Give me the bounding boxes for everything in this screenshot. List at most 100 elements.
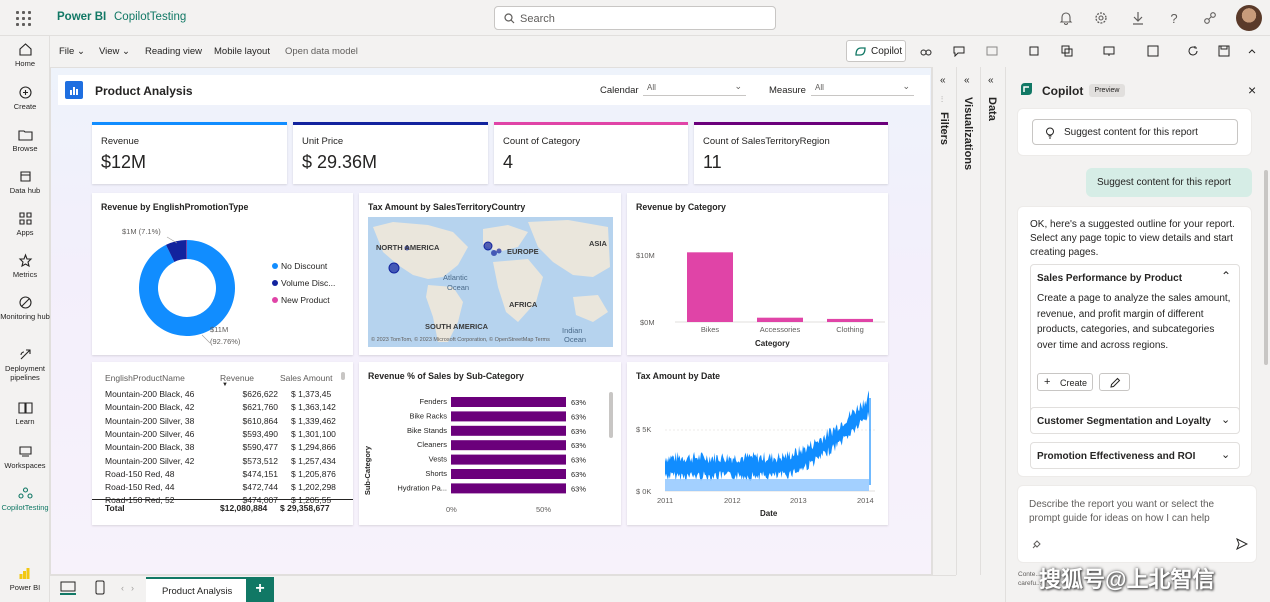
bar-clothing[interactable] <box>827 318 873 322</box>
collapse-chevron-icon[interactable]: « <box>940 75 946 86</box>
filters-pane[interactable]: « ⫶ Filters <box>932 67 956 575</box>
desktop-view-icon[interactable] <box>60 581 76 595</box>
y-tick-label[interactable]: Bike Racks <box>409 411 447 420</box>
outline-section-expanded[interactable]: Sales Performance by Product ⌃ Create a … <box>1030 264 1240 425</box>
subcategory-chart-card[interactable]: Revenue % of Sales by Sub-Category Sub-C… <box>359 362 621 525</box>
comment-icon[interactable] <box>953 45 965 57</box>
data-pane-title[interactable]: Data <box>986 97 998 121</box>
edit-page-button[interactable] <box>1099 373 1130 391</box>
bar-hydration-pa-[interactable] <box>451 483 566 494</box>
map-card[interactable]: Tax Amount by SalesTerritoryCountry NORT… <box>359 193 621 355</box>
x-tick-label[interactable]: Bikes <box>701 325 720 334</box>
table-row[interactable]: Mountain-200 Black, 38 $590,477 $ 1,294,86… <box>104 442 344 455</box>
collapse-chevron-icon[interactable]: « <box>988 75 994 86</box>
suggest-content-button[interactable]: Suggest content for this report <box>1032 119 1238 145</box>
prompt-guide-icon[interactable] <box>1031 539 1042 550</box>
leader-line[interactable] <box>201 334 211 344</box>
category-bar-chart[interactable]: Bikes Accessories Clothing <box>627 193 888 355</box>
outline-section-collapsed[interactable]: Customer Segmentation and Loyalty ⌄ <box>1030 407 1240 434</box>
sidebar-item-deployment-pipelines[interactable]: Deployment pipelines <box>0 347 50 382</box>
binoculars-icon[interactable] <box>920 45 932 57</box>
legend-item[interactable]: Volume Disc... <box>272 278 335 288</box>
sidebar-item-workspaces[interactable]: Workspaces <box>0 444 50 470</box>
y-tick-label[interactable]: Bike Stands <box>407 426 447 435</box>
tax-amount-area-chart[interactable] <box>627 362 888 525</box>
tab-prev-icon[interactable]: ‹ <box>121 583 124 593</box>
table-row[interactable]: Mountain-200 Black, 42 $621,760 $ 1,363,14… <box>104 402 344 415</box>
bar-fenders[interactable] <box>451 397 566 407</box>
category-chart-card[interactable]: Revenue by Category Bikes Accessories Clot… <box>627 193 888 355</box>
y-tick-label[interactable]: Hydration Pa... <box>397 483 447 492</box>
bar-vests[interactable] <box>451 454 566 465</box>
table-row[interactable]: Mountain-200 Silver, 46 $593,490 $ 1,301,1… <box>104 429 344 442</box>
avatar[interactable] <box>1236 5 1262 31</box>
bar-bike-stands[interactable] <box>451 425 566 436</box>
copilot-button[interactable]: Copilot <box>846 40 906 62</box>
chevron-down-icon[interactable]: ⌄ <box>1221 449 1231 461</box>
open-data-model-button[interactable]: Open data model <box>285 46 358 57</box>
tax-amount-series[interactable] <box>665 390 869 481</box>
bar-cleaners[interactable] <box>451 440 566 451</box>
sidebar-item-learn[interactable]: Learn <box>0 400 50 426</box>
data-label[interactable]: 63% <box>571 398 586 407</box>
date-chart-card[interactable]: Tax Amount by Date $ 5K $ 0K 2011 2012 2… <box>627 362 888 525</box>
bookmark-icon[interactable] <box>1061 45 1073 57</box>
table-row[interactable]: Road-150 Red, 52 $474,007 $ 1,205,55 <box>104 495 344 504</box>
refresh-icon[interactable] <box>1187 45 1199 57</box>
workspace-name[interactable]: CopilotTesting <box>114 11 187 23</box>
table-header[interactable]: Revenue <box>220 373 255 383</box>
brand-name[interactable]: Power BI <box>57 11 107 23</box>
reading-view-button[interactable]: Reading view <box>145 46 203 57</box>
export-icon[interactable] <box>986 45 998 57</box>
table-scrollbar[interactable] <box>341 372 345 380</box>
donut-chart[interactable] <box>122 223 252 353</box>
sort-desc-icon[interactable]: ▼ <box>222 382 228 388</box>
app-launcher-icon[interactable] <box>16 11 32 26</box>
table-header[interactable]: Sales Amount <box>280 373 333 383</box>
send-icon[interactable] <box>1236 538 1248 550</box>
sidebar-item-create[interactable]: Create <box>0 85 50 111</box>
bar-accessories[interactable] <box>757 317 803 322</box>
donut-slice-volume-disc-[interactable] <box>165 240 187 262</box>
data-label[interactable]: 63% <box>571 441 586 450</box>
product-table-card[interactable]: EnglishProductName Revenue ▼ Sales Amoun… <box>92 362 353 525</box>
kpi-card-count-region[interactable]: Count of SalesTerritoryRegion 11 <box>694 122 888 184</box>
visualizations-pane[interactable]: « Visualizations <box>956 67 980 575</box>
mobile-layout-button[interactable]: Mobile layout <box>214 46 270 57</box>
sidebar-item-data-hub[interactable]: Data hub <box>0 169 50 195</box>
kpi-card-revenue[interactable]: Revenue $12M <box>92 122 287 184</box>
subcategory-bar-chart[interactable]: Fenders 63% Bike Racks 63% Bike Stands 63% Cle… <box>359 362 621 525</box>
sidebar-item-apps[interactable]: Apps <box>0 211 50 237</box>
table-row[interactable]: Mountain-200 Silver, 42 $573,512 $ 1,257,4… <box>104 456 344 469</box>
tab-next-icon[interactable]: › <box>131 583 134 593</box>
mobile-view-icon[interactable] <box>95 580 105 595</box>
sidebar-item-browse[interactable]: Browse <box>0 127 50 153</box>
sidebar-item-monitoring-hub[interactable]: Monitoring hub <box>0 295 50 321</box>
data-label[interactable]: 63% <box>571 470 586 479</box>
outline-section-collapsed[interactable]: Promotion Effectiveness and ROI ⌄ <box>1030 442 1240 469</box>
table-row[interactable]: Road-150 Red, 44 $472,744 $ 1,202,298 <box>104 482 344 495</box>
y-tick-label[interactable]: Fenders <box>419 397 447 406</box>
calendar-slicer[interactable]: All ⌄ <box>643 79 746 96</box>
create-page-button[interactable]: + Create <box>1037 373 1093 391</box>
sidebar-item-power-bi[interactable]: Power BI <box>0 566 50 592</box>
donut-chart-card[interactable]: Revenue by EnglishPromotionType $1M (7.1… <box>92 193 353 355</box>
table-header[interactable]: EnglishProductName <box>105 373 185 383</box>
legend-item[interactable]: New Product <box>272 295 330 305</box>
bell-icon[interactable] <box>1058 10 1074 26</box>
visualizations-pane-title[interactable]: Visualizations <box>962 97 974 171</box>
world-map[interactable] <box>368 217 613 347</box>
chevron-up-icon[interactable]: ⌃ <box>1221 269 1232 283</box>
kpi-card-count-category[interactable]: Count of Category 4 <box>494 122 688 184</box>
table-row[interactable]: Mountain-200 Silver, 38 $610,864 $ 1,339,4… <box>104 416 344 429</box>
data-label[interactable]: 63% <box>571 484 586 493</box>
bar-bikes[interactable] <box>687 252 733 322</box>
y-tick-label[interactable]: Vests <box>429 455 448 464</box>
filters-pane-title[interactable]: Filters <box>938 112 950 146</box>
tab-product-analysis[interactable]: Product Analysis <box>146 577 246 602</box>
x-tick-label[interactable]: Accessories <box>760 325 801 334</box>
edit-icon[interactable] <box>1147 45 1159 57</box>
y-tick-label[interactable]: Cleaners <box>417 440 447 449</box>
y-tick-label[interactable]: Shorts <box>425 469 447 478</box>
file-menu[interactable]: File ⌄ <box>59 46 85 57</box>
